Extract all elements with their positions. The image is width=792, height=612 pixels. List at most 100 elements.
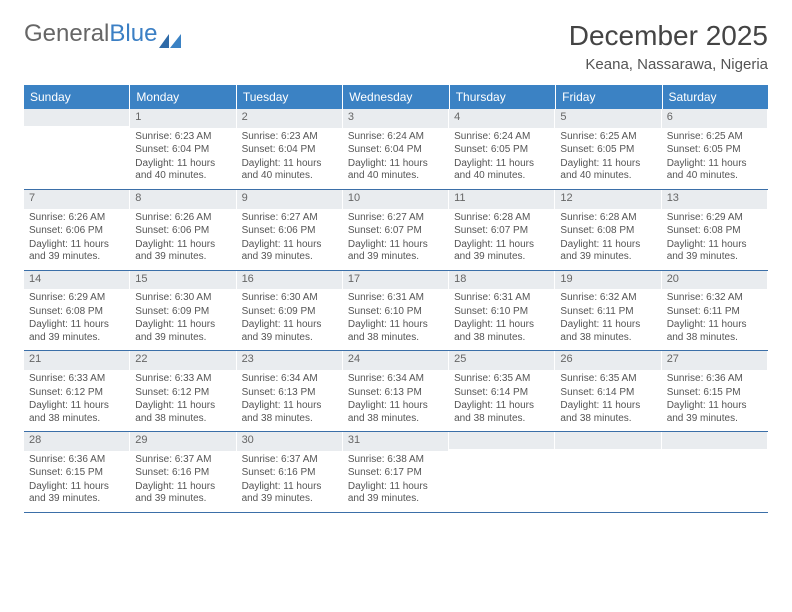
day-cell: 25Sunrise: 6:35 AMSunset: 6:14 PMDayligh… — [449, 351, 555, 431]
day-cell: 2Sunrise: 6:23 AMSunset: 6:04 PMDaylight… — [237, 109, 343, 189]
day-cell: 3Sunrise: 6:24 AMSunset: 6:04 PMDaylight… — [343, 109, 449, 189]
day-body: Sunrise: 6:24 AMSunset: 6:04 PMDaylight:… — [343, 128, 448, 189]
daylight-text: Daylight: 11 hours and 40 minutes. — [560, 158, 655, 183]
sunrise-text: Sunrise: 6:29 AM — [29, 292, 124, 305]
daylight-text: Daylight: 11 hours and 39 minutes. — [348, 481, 443, 506]
weekday-tuesday: Tuesday — [237, 85, 343, 109]
day-number — [662, 432, 767, 449]
week-row: 14Sunrise: 6:29 AMSunset: 6:08 PMDayligh… — [24, 271, 768, 352]
day-cell: 28Sunrise: 6:36 AMSunset: 6:15 PMDayligh… — [24, 432, 130, 512]
day-cell: 1Sunrise: 6:23 AMSunset: 6:04 PMDaylight… — [130, 109, 236, 189]
sunset-text: Sunset: 6:04 PM — [242, 144, 337, 157]
logo-text-1: General — [24, 20, 109, 48]
sunset-text: Sunset: 6:11 PM — [560, 306, 655, 319]
daylight-text: Daylight: 11 hours and 38 minutes. — [454, 400, 549, 425]
weekday-sunday: Sunday — [24, 85, 130, 109]
sunrise-text: Sunrise: 6:36 AM — [667, 373, 762, 386]
sunset-text: Sunset: 6:11 PM — [667, 306, 762, 319]
week-row: 28Sunrise: 6:36 AMSunset: 6:15 PMDayligh… — [24, 432, 768, 513]
day-body: Sunrise: 6:23 AMSunset: 6:04 PMDaylight:… — [130, 128, 235, 189]
daylight-text: Daylight: 11 hours and 38 minutes. — [667, 319, 762, 344]
sunrise-text: Sunrise: 6:30 AM — [242, 292, 337, 305]
sunrise-text: Sunrise: 6:23 AM — [242, 131, 337, 144]
day-number: 11 — [449, 190, 554, 209]
sunset-text: Sunset: 6:04 PM — [348, 144, 443, 157]
daylight-text: Daylight: 11 hours and 40 minutes. — [667, 158, 762, 183]
day-body: Sunrise: 6:35 AMSunset: 6:14 PMDaylight:… — [555, 370, 660, 431]
sunset-text: Sunset: 6:13 PM — [242, 387, 337, 400]
week-row: 21Sunrise: 6:33 AMSunset: 6:12 PMDayligh… — [24, 351, 768, 432]
daylight-text: Daylight: 11 hours and 38 minutes. — [348, 400, 443, 425]
day-number: 19 — [555, 271, 660, 290]
sunrise-text: Sunrise: 6:24 AM — [348, 131, 443, 144]
day-number: 17 — [343, 271, 448, 290]
sunrise-text: Sunrise: 6:26 AM — [29, 212, 124, 225]
sunset-text: Sunset: 6:13 PM — [348, 387, 443, 400]
daylight-text: Daylight: 11 hours and 39 minutes. — [667, 239, 762, 264]
day-number: 15 — [130, 271, 235, 290]
day-body: Sunrise: 6:33 AMSunset: 6:12 PMDaylight:… — [24, 370, 129, 431]
day-body: Sunrise: 6:27 AMSunset: 6:06 PMDaylight:… — [237, 209, 342, 270]
day-cell: 14Sunrise: 6:29 AMSunset: 6:08 PMDayligh… — [24, 271, 130, 351]
day-number: 8 — [130, 190, 235, 209]
sunset-text: Sunset: 6:12 PM — [135, 387, 230, 400]
day-body: Sunrise: 6:35 AMSunset: 6:14 PMDaylight:… — [449, 370, 554, 431]
logo-sail-icon — [159, 27, 181, 41]
day-number: 1 — [130, 109, 235, 128]
sunset-text: Sunset: 6:09 PM — [135, 306, 230, 319]
day-number: 25 — [449, 351, 554, 370]
day-body: Sunrise: 6:32 AMSunset: 6:11 PMDaylight:… — [555, 289, 660, 350]
day-cell: 4Sunrise: 6:24 AMSunset: 6:05 PMDaylight… — [449, 109, 555, 189]
day-cell: 8Sunrise: 6:26 AMSunset: 6:06 PMDaylight… — [130, 190, 236, 270]
day-number: 12 — [555, 190, 660, 209]
daylight-text: Daylight: 11 hours and 38 minutes. — [348, 319, 443, 344]
location-text: Keana, Nassarawa, Nigeria — [569, 56, 768, 73]
day-number: 18 — [449, 271, 554, 290]
day-number: 30 — [237, 432, 342, 451]
daylight-text: Daylight: 11 hours and 39 minutes. — [135, 481, 230, 506]
day-body: Sunrise: 6:34 AMSunset: 6:13 PMDaylight:… — [237, 370, 342, 431]
day-body: Sunrise: 6:36 AMSunset: 6:15 PMDaylight:… — [24, 451, 129, 512]
day-cell: 7Sunrise: 6:26 AMSunset: 6:06 PMDaylight… — [24, 190, 130, 270]
day-number: 31 — [343, 432, 448, 451]
day-body: Sunrise: 6:30 AMSunset: 6:09 PMDaylight:… — [237, 289, 342, 350]
day-body: Sunrise: 6:28 AMSunset: 6:08 PMDaylight:… — [555, 209, 660, 270]
sunrise-text: Sunrise: 6:27 AM — [242, 212, 337, 225]
day-number: 13 — [662, 190, 767, 209]
sunset-text: Sunset: 6:04 PM — [135, 144, 230, 157]
day-body: Sunrise: 6:37 AMSunset: 6:16 PMDaylight:… — [237, 451, 342, 512]
day-body: Sunrise: 6:32 AMSunset: 6:11 PMDaylight:… — [662, 289, 767, 350]
sunset-text: Sunset: 6:09 PM — [242, 306, 337, 319]
sunset-text: Sunset: 6:10 PM — [454, 306, 549, 319]
day-number: 10 — [343, 190, 448, 209]
day-cell: 22Sunrise: 6:33 AMSunset: 6:12 PMDayligh… — [130, 351, 236, 431]
sunset-text: Sunset: 6:08 PM — [667, 225, 762, 238]
header: GeneralBlue December 2025 Keana, Nassara… — [24, 20, 768, 73]
weekday-header-row: Sunday Monday Tuesday Wednesday Thursday… — [24, 85, 768, 109]
day-number: 3 — [343, 109, 448, 128]
day-number: 24 — [343, 351, 448, 370]
day-number: 6 — [662, 109, 767, 128]
day-body: Sunrise: 6:27 AMSunset: 6:07 PMDaylight:… — [343, 209, 448, 270]
sunrise-text: Sunrise: 6:26 AM — [135, 212, 230, 225]
weekday-saturday: Saturday — [663, 85, 768, 109]
daylight-text: Daylight: 11 hours and 39 minutes. — [454, 239, 549, 264]
sunset-text: Sunset: 6:17 PM — [348, 467, 443, 480]
day-number: 16 — [237, 271, 342, 290]
daylight-text: Daylight: 11 hours and 39 minutes. — [560, 239, 655, 264]
sunrise-text: Sunrise: 6:24 AM — [454, 131, 549, 144]
sunrise-text: Sunrise: 6:27 AM — [348, 212, 443, 225]
weekday-thursday: Thursday — [450, 85, 556, 109]
sunrise-text: Sunrise: 6:38 AM — [348, 454, 443, 467]
week-row: 1Sunrise: 6:23 AMSunset: 6:04 PMDaylight… — [24, 109, 768, 190]
daylight-text: Daylight: 11 hours and 39 minutes. — [29, 481, 124, 506]
day-number: 21 — [24, 351, 129, 370]
day-cell: 30Sunrise: 6:37 AMSunset: 6:16 PMDayligh… — [237, 432, 343, 512]
day-body: Sunrise: 6:30 AMSunset: 6:09 PMDaylight:… — [130, 289, 235, 350]
sunrise-text: Sunrise: 6:29 AM — [667, 212, 762, 225]
day-body: Sunrise: 6:23 AMSunset: 6:04 PMDaylight:… — [237, 128, 342, 189]
day-number: 7 — [24, 190, 129, 209]
daylight-text: Daylight: 11 hours and 39 minutes. — [29, 319, 124, 344]
day-body: Sunrise: 6:36 AMSunset: 6:15 PMDaylight:… — [662, 370, 767, 431]
sunset-text: Sunset: 6:15 PM — [29, 467, 124, 480]
